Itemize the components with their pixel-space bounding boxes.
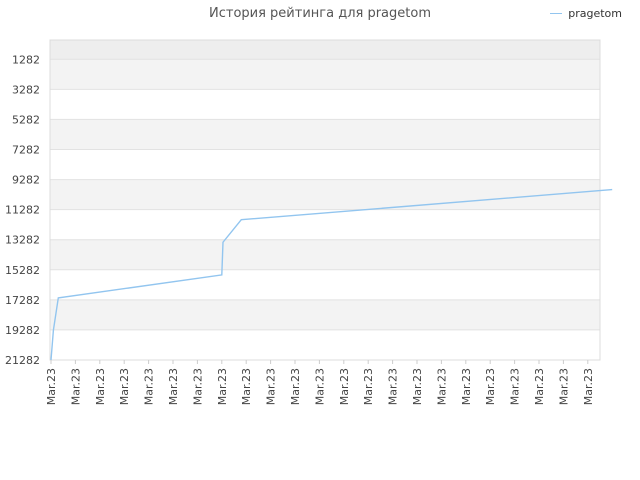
series-line xyxy=(50,188,613,361)
y-tick-label: 19282 xyxy=(5,324,40,337)
y-tick-label: 9282 xyxy=(12,174,40,187)
y-tick-label: 11282 xyxy=(5,204,40,217)
legend-label: pragetom xyxy=(568,7,622,20)
legend[interactable]: pragetom xyxy=(550,7,622,20)
x-tick-label: Mar.23 xyxy=(118,368,131,405)
grid-band xyxy=(50,119,600,150)
grid-band xyxy=(50,59,600,90)
grid-band xyxy=(50,239,600,270)
x-tick-label: Mar.23 xyxy=(435,368,448,405)
grid-band xyxy=(50,40,600,60)
x-tick-label: Mar.23 xyxy=(94,368,107,405)
x-tick-label: Mar.23 xyxy=(289,368,302,405)
x-tick-label: Mar.23 xyxy=(557,368,570,405)
grid-band xyxy=(50,179,600,210)
grid-band xyxy=(50,149,600,180)
y-tick-label: 21282 xyxy=(5,354,40,367)
x-tick-label: Mar.23 xyxy=(362,368,375,405)
grid-band xyxy=(50,269,600,300)
grid-band xyxy=(50,209,600,240)
x-tick-label: Mar.23 xyxy=(191,368,204,405)
grid-band xyxy=(50,329,600,360)
x-tick-label: Mar.23 xyxy=(69,368,82,405)
grid-band xyxy=(50,89,600,120)
y-tick-label: 3282 xyxy=(12,83,40,96)
grid-band xyxy=(50,299,600,330)
x-tick-label: Mar.23 xyxy=(216,368,229,405)
x-tick-label: Mar.23 xyxy=(411,368,424,405)
y-tick-label: 1282 xyxy=(12,53,40,66)
x-tick-label: Mar.23 xyxy=(460,368,473,405)
chart-title: История рейтинга для pragetom xyxy=(209,6,431,21)
x-tick-label: Mar.23 xyxy=(240,368,253,405)
y-tick-label: 5282 xyxy=(12,113,40,126)
x-tick-label: Mar.23 xyxy=(387,368,400,405)
x-tick-label: Mar.23 xyxy=(143,368,156,405)
y-tick-label: 13282 xyxy=(5,234,40,247)
y-tick-label: 17282 xyxy=(5,294,40,307)
x-tick-label: Mar.23 xyxy=(484,368,497,405)
x-tick-label: Mar.23 xyxy=(509,368,522,405)
x-tick-label: Mar.23 xyxy=(582,368,595,405)
x-tick-label: Mar.23 xyxy=(313,368,326,405)
x-tick-label: Mar.23 xyxy=(533,368,546,405)
x-tick-label: Mar.23 xyxy=(167,368,180,405)
y-tick-label: 7282 xyxy=(12,143,40,156)
x-tick-label: Mar.23 xyxy=(338,368,351,405)
legend-line-icon xyxy=(550,13,563,14)
plot-border xyxy=(49,39,601,361)
y-tick-label: 15282 xyxy=(5,264,40,277)
x-tick-label: Mar.23 xyxy=(265,368,278,405)
x-tick-label: Mar.23 xyxy=(45,368,58,405)
